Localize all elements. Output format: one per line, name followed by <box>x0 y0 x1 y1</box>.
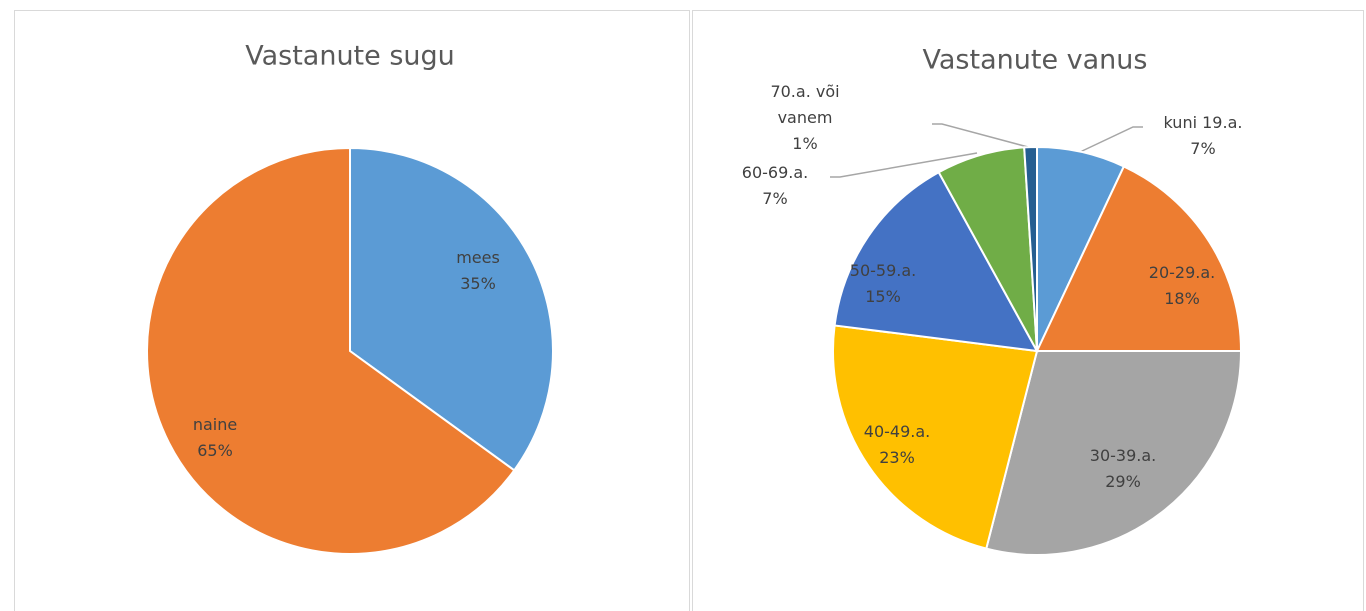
leader-line <box>1079 126 1143 153</box>
value-label: 7% <box>762 189 788 208</box>
leader-line <box>830 152 978 178</box>
category-label: naine <box>192 415 238 434</box>
value-label: 18% <box>1164 289 1200 308</box>
data-label: 50-59.a. 15% <box>838 258 928 310</box>
leader-line <box>932 123 1029 148</box>
pie-slice <box>146 146 516 555</box>
value-label: 23% <box>879 448 915 467</box>
data-label: mees 35% <box>433 245 523 297</box>
chart-title: Vastanute sugu <box>245 40 455 72</box>
value-label: 15% <box>865 287 901 306</box>
category-label: kuni 19.a. <box>1163 113 1243 132</box>
value-label: 35% <box>460 274 496 293</box>
pie-slice <box>1023 145 1038 352</box>
category-label: 50-59.a. <box>849 261 917 280</box>
pie-slice <box>985 350 1243 556</box>
pie-slice <box>1035 165 1243 352</box>
chart-panel <box>14 10 690 611</box>
data-label: 70.a. või vanem 1% <box>766 79 844 157</box>
leader-lines <box>830 123 1143 178</box>
category-label: 30-39.a. <box>1089 446 1157 465</box>
data-label: 30-39.a. 29% <box>1078 443 1168 495</box>
pie-slice <box>832 324 1039 550</box>
data-label: kuni 19.a. 7% <box>1148 110 1258 162</box>
data-label: naine 65% <box>170 412 260 464</box>
value-label: 65% <box>197 441 233 460</box>
pie-slice <box>349 146 554 472</box>
value-label: 7% <box>1190 139 1216 158</box>
chart-title: Vastanute vanus <box>922 44 1148 76</box>
value-label: 29% <box>1105 472 1141 491</box>
pie-slice <box>833 170 1039 353</box>
category-label: 60-69.a. <box>741 163 809 182</box>
category-label: 40-49.a. <box>863 422 931 441</box>
category-label: 20-29.a. <box>1148 263 1216 282</box>
data-label: 20-29.a. 18% <box>1137 260 1227 312</box>
category-label: 70.a. või vanem <box>770 82 840 127</box>
chart-panel <box>692 10 1364 611</box>
data-label: 60-69.a. 7% <box>730 160 820 212</box>
category-label: mees <box>456 248 500 267</box>
value-label: 1% <box>792 134 818 153</box>
data-label: 40-49.a. 23% <box>852 419 942 471</box>
